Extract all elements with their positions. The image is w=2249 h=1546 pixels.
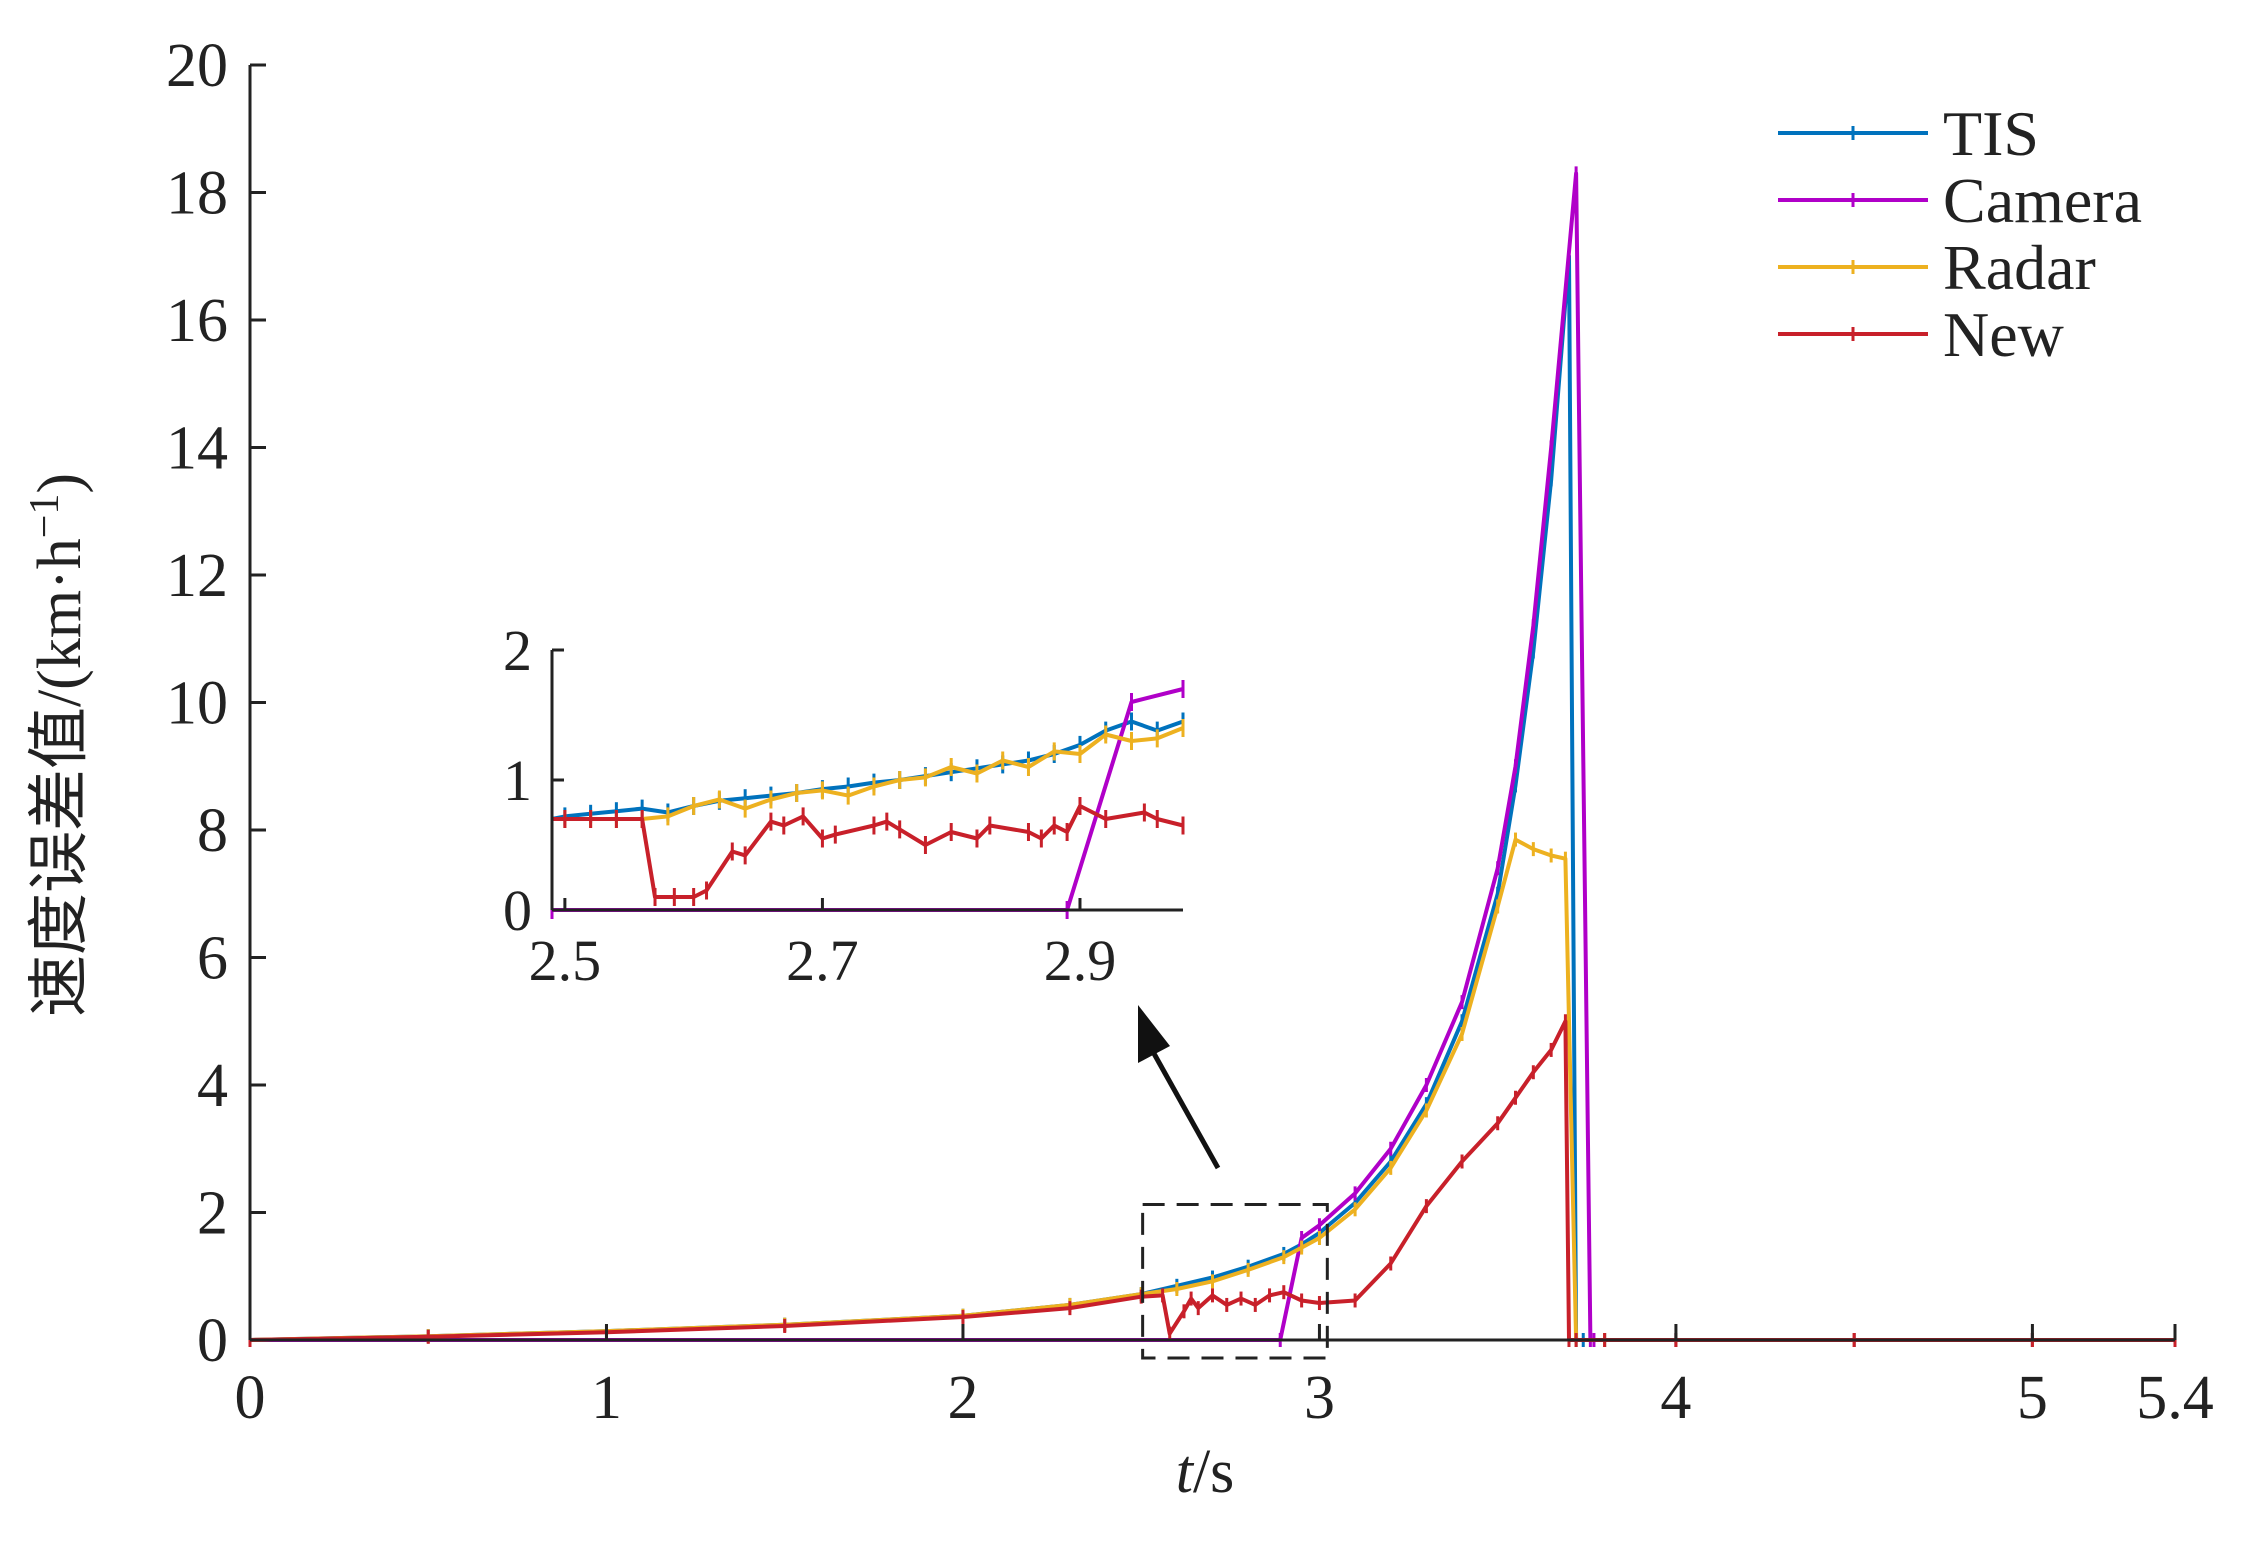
x-tick-label: 5: [2017, 1364, 2048, 1432]
x-tick-label: 0: [235, 1364, 266, 1432]
series-line-tis: [249, 254, 2175, 1342]
legend-label-tis: TIS: [1943, 98, 2039, 169]
y-tick-label: 2: [197, 1180, 228, 1248]
inset-series-line-radar: [552, 726, 1184, 821]
inset-y-tick-label: 1: [503, 748, 532, 813]
y-tick-label: 10: [166, 670, 228, 738]
y-tick-label: 6: [197, 925, 228, 993]
y-tick-label: 0: [197, 1307, 228, 1375]
y-tick-label: 16: [166, 287, 228, 355]
main-plot-series: [248, 166, 2177, 1347]
inset-plot: 0 1 2 2.5 2.7 2.9: [503, 618, 1187, 993]
x-tick-label: 1: [591, 1364, 622, 1432]
legend-label-camera: Camera: [1943, 165, 2142, 236]
series-line-radar: [249, 837, 2175, 1342]
zoom-rectangle: [1141, 1203, 1329, 1360]
inset-y-tick-label: 0: [503, 878, 532, 943]
zoom-region-box: [1138, 1005, 1329, 1360]
inset-background: [548, 640, 1187, 914]
inset-series-line-tis: [551, 719, 1184, 821]
x-tick-label: 5.4: [2136, 1364, 2214, 1432]
inset-x-tick-label: 2.7: [786, 928, 859, 993]
x-tick-label: 3: [1304, 1364, 1335, 1432]
series-line-camera: [250, 171, 2175, 1342]
x-axis-title-variable: t: [1176, 1438, 1195, 1506]
y-tick-label: 20: [166, 32, 228, 100]
y-tick-label: 12: [166, 542, 228, 610]
inset-series-line-new: [552, 804, 1184, 899]
pointer-arrow-shaft: [1149, 1048, 1221, 1170]
y-axis-title-superscript: −1: [22, 494, 68, 539]
inset-y-tick-label: 2: [503, 618, 532, 683]
y-tick-label: 14: [166, 415, 228, 483]
y-axis-title-close: ): [26, 473, 94, 494]
y-tick-label: 18: [166, 160, 228, 228]
x-tick-label: 4: [1660, 1364, 1691, 1432]
x-axis-title: t/s: [1176, 1438, 1235, 1506]
y-tick-label: 4: [197, 1052, 228, 1120]
y-tick-label: 8: [197, 797, 228, 865]
x-axis-title-unit: /s: [1193, 1438, 1234, 1506]
legend-label-radar: Radar: [1943, 232, 2096, 303]
x-tick-label: 2: [947, 1364, 978, 1432]
inset-x-tick-label: 2.9: [1044, 928, 1117, 993]
inset-x-tick-label: 2.5: [529, 928, 602, 993]
legend-label-new: New: [1943, 299, 2064, 370]
pointer-arrow-head: [1138, 1005, 1170, 1063]
y-axis-title-main: 速度误差值/(km·h: [26, 538, 94, 1017]
y-axis-title: 速度误差值/(km·h−1): [22, 473, 94, 1017]
